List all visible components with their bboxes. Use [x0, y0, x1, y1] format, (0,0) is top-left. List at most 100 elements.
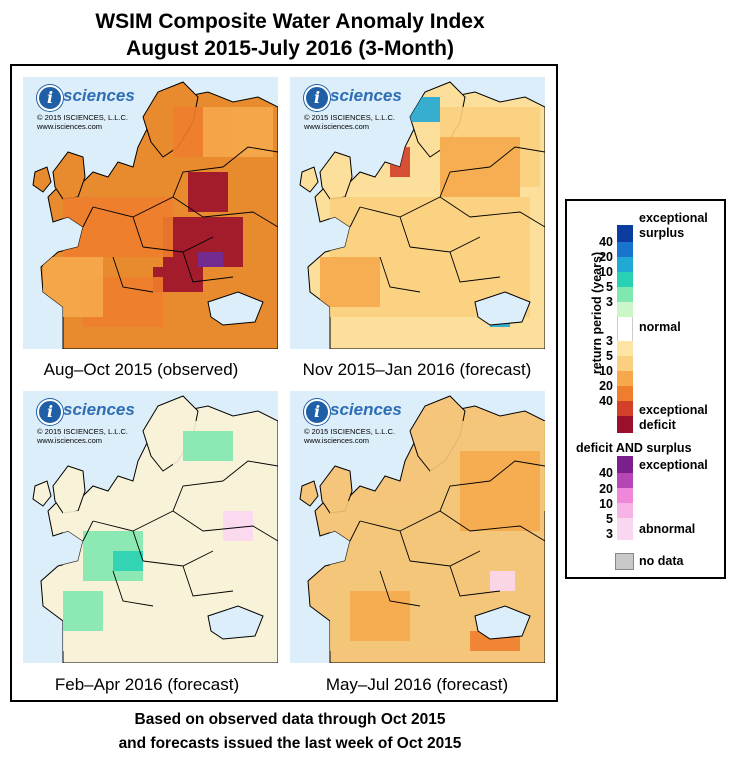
- swatch-deficit-3: [617, 341, 633, 356]
- country-border: [82, 206, 94, 228]
- country-border: [439, 166, 491, 198]
- label-no-data: no data: [639, 554, 684, 568]
- panel-caption: Feb–Apr 2016 (forecast): [54, 675, 240, 694]
- swatch-surplus-20: [617, 257, 633, 272]
- figure-subtitle: August 2015-July 2016 (3-Month): [126, 37, 454, 60]
- panel-caption: Aug–Oct 2015 (observed): [43, 360, 239, 379]
- anomaly-patch: [63, 197, 173, 257]
- map-panel-frame: [10, 64, 558, 702]
- country-border: [349, 206, 361, 228]
- country-border: [439, 480, 491, 512]
- country-border: [222, 146, 278, 168]
- swatch-surplus-exceptional: [617, 225, 633, 242]
- swatch-normal: [617, 317, 633, 341]
- country-border: [489, 146, 545, 168]
- landmass: [319, 151, 353, 200]
- country-border: [379, 570, 421, 607]
- landmass: [299, 480, 319, 507]
- label-deficit-and-surplus: deficit AND surplus: [576, 441, 692, 455]
- label-exceptional-surplus-2: surplus: [639, 226, 685, 240]
- country-border: [349, 520, 361, 542]
- map-panel-aug-oct-2015: i sciences © 2015 ISCIENCES, L.L.C. www.i…: [23, 77, 278, 349]
- country-border: [172, 166, 224, 198]
- anomaly-patch: [198, 252, 223, 267]
- landmass: [299, 166, 319, 193]
- isciences-i-icon: i: [37, 85, 63, 111]
- europe-map: [299, 81, 545, 349]
- country-border: [112, 256, 154, 293]
- swatch-both-40: [617, 473, 633, 488]
- country-border: [449, 251, 501, 283]
- anomaly-patch: [350, 591, 410, 641]
- label-both-abnormal: abnormal: [639, 522, 696, 536]
- legend: return period (years) exceptional surplu…: [565, 199, 726, 579]
- anomaly-patch: [203, 107, 273, 157]
- label-normal: normal: [639, 320, 681, 334]
- country-border: [172, 480, 224, 512]
- country-border: [82, 520, 94, 542]
- anomaly-patch: [223, 511, 253, 541]
- anomaly-patch: [113, 551, 143, 571]
- swatch-no-data: [615, 553, 634, 570]
- landmass: [52, 465, 86, 514]
- swatch-deficit-20: [617, 386, 633, 401]
- anomaly-patch: [460, 451, 540, 531]
- label-both-exceptional: exceptional: [639, 458, 708, 472]
- country-border: [449, 565, 501, 597]
- country-border: [202, 525, 278, 542]
- landmass: [32, 166, 52, 193]
- footnote-line-2: and forecasts issued the last week of Oc…: [118, 735, 462, 752]
- europe-map: [32, 81, 278, 349]
- map-panel-feb-apr: i sciences © 2015 ISCIENCES, L.L.C. www.i…: [23, 391, 278, 663]
- isciences-i-icon: i: [304, 85, 330, 111]
- country-border: [202, 211, 278, 228]
- anomaly-patch: [490, 571, 515, 591]
- anomaly-patch: [440, 137, 520, 197]
- swatch-both-10: [617, 503, 633, 518]
- anomaly-patch: [63, 591, 103, 631]
- swatch-surplus-40: [617, 242, 633, 257]
- anomaly-patch: [188, 172, 228, 212]
- swatch-deficit-10: [617, 371, 633, 386]
- map-panel-may-jul: i sciences © 2015 ISCIENCES, L.L.C. www.i…: [290, 391, 545, 663]
- swatch-both-abnormal: [617, 518, 633, 540]
- country-border: [222, 460, 278, 482]
- map-panel-nov-jan: i sciences © 2015 ISCIENCES, L.L.C. www.i…: [290, 77, 545, 349]
- country-border: [469, 525, 545, 542]
- isciences-i-icon: i: [37, 399, 63, 425]
- country-border: [469, 211, 545, 228]
- anomaly-patch: [43, 257, 103, 317]
- panel-caption: May–Jul 2016 (forecast): [325, 675, 509, 694]
- swatch-surplus-5: [617, 287, 633, 302]
- label-exceptional-deficit-2: deficit: [639, 418, 676, 432]
- swatch-surplus-3: [617, 302, 633, 317]
- country-border: [112, 570, 154, 607]
- black-sea: [207, 291, 264, 326]
- label-exceptional-deficit-1: exceptional: [639, 403, 708, 417]
- swatch-deficit-40: [617, 401, 633, 416]
- swatch-deficit-exceptional: [617, 416, 633, 433]
- country-border: [182, 251, 234, 283]
- swatch-surplus-10: [617, 272, 633, 287]
- swatch-both-exceptional: [617, 456, 633, 473]
- country-border: [379, 256, 421, 293]
- landmass: [52, 151, 86, 200]
- europe-map: [299, 395, 545, 663]
- swatch-both-20: [617, 488, 633, 503]
- black-sea: [207, 605, 264, 640]
- black-sea: [474, 605, 531, 640]
- isciences-i-icon: i: [304, 399, 330, 425]
- country-border: [489, 460, 545, 482]
- anomaly-patch: [390, 147, 410, 177]
- panel-caption: Nov 2015–Jan 2016 (forecast): [302, 360, 532, 379]
- label-exceptional-surplus-1: exceptional: [639, 211, 708, 225]
- europe-map: [32, 395, 278, 663]
- landmass: [32, 480, 52, 507]
- figure-title: WSIM Composite Water Anomaly Index: [95, 10, 485, 33]
- swatch-deficit-5: [617, 356, 633, 371]
- anomaly-patch: [320, 257, 380, 307]
- anomaly-patch: [410, 97, 440, 122]
- footnote-line-1: Based on observed data through Oct 2015: [134, 711, 446, 728]
- country-border: [182, 565, 234, 597]
- anomaly-patch: [183, 431, 233, 461]
